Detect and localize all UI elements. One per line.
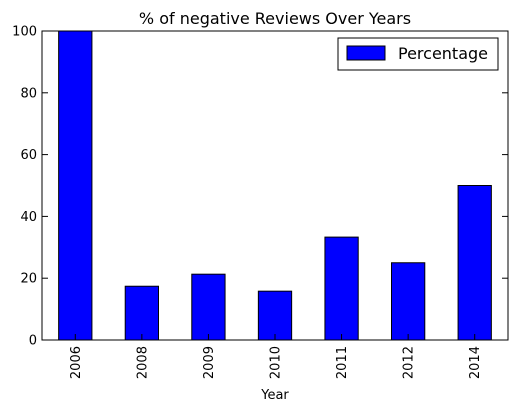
x-tick-label-2012: 2012 <box>402 346 417 379</box>
y-tick-label: 40 <box>20 210 37 225</box>
y-tick-label: 60 <box>20 148 37 163</box>
x-tick-label-2010: 2010 <box>269 346 284 379</box>
x-tick-label-2014: 2014 <box>468 346 483 379</box>
x-axis: 2006 2008 2009 2010 2011 2012 2014 <box>69 334 483 379</box>
y-tick-label: 0 <box>29 334 37 349</box>
bar-2006 <box>58 30 93 341</box>
y-tick-label: 100 <box>12 25 37 40</box>
x-tick-label-2009: 2009 <box>202 346 217 379</box>
bars-group <box>58 30 492 341</box>
y-axis: 0 20 40 60 80 100 <box>12 25 508 349</box>
legend: Percentage <box>337 37 499 71</box>
legend-label: Percentage <box>398 44 488 63</box>
legend-swatch <box>346 45 386 61</box>
bar-2010 <box>257 290 293 341</box>
x-axis-title: Year <box>260 388 289 403</box>
bar-2011 <box>324 236 359 341</box>
x-tick-label-2008: 2008 <box>135 346 150 379</box>
bar-2008 <box>124 285 159 341</box>
x-tick-label-2006: 2006 <box>69 346 84 379</box>
chart-title: % of negative Reviews Over Years <box>139 9 411 28</box>
bar-2012 <box>391 262 426 341</box>
y-tick-label: 20 <box>20 272 37 287</box>
y-tick-label: 80 <box>20 86 37 101</box>
x-tick-label-2011: 2011 <box>335 346 350 379</box>
bar-2014 <box>457 185 492 341</box>
bar-2009 <box>191 273 226 341</box>
